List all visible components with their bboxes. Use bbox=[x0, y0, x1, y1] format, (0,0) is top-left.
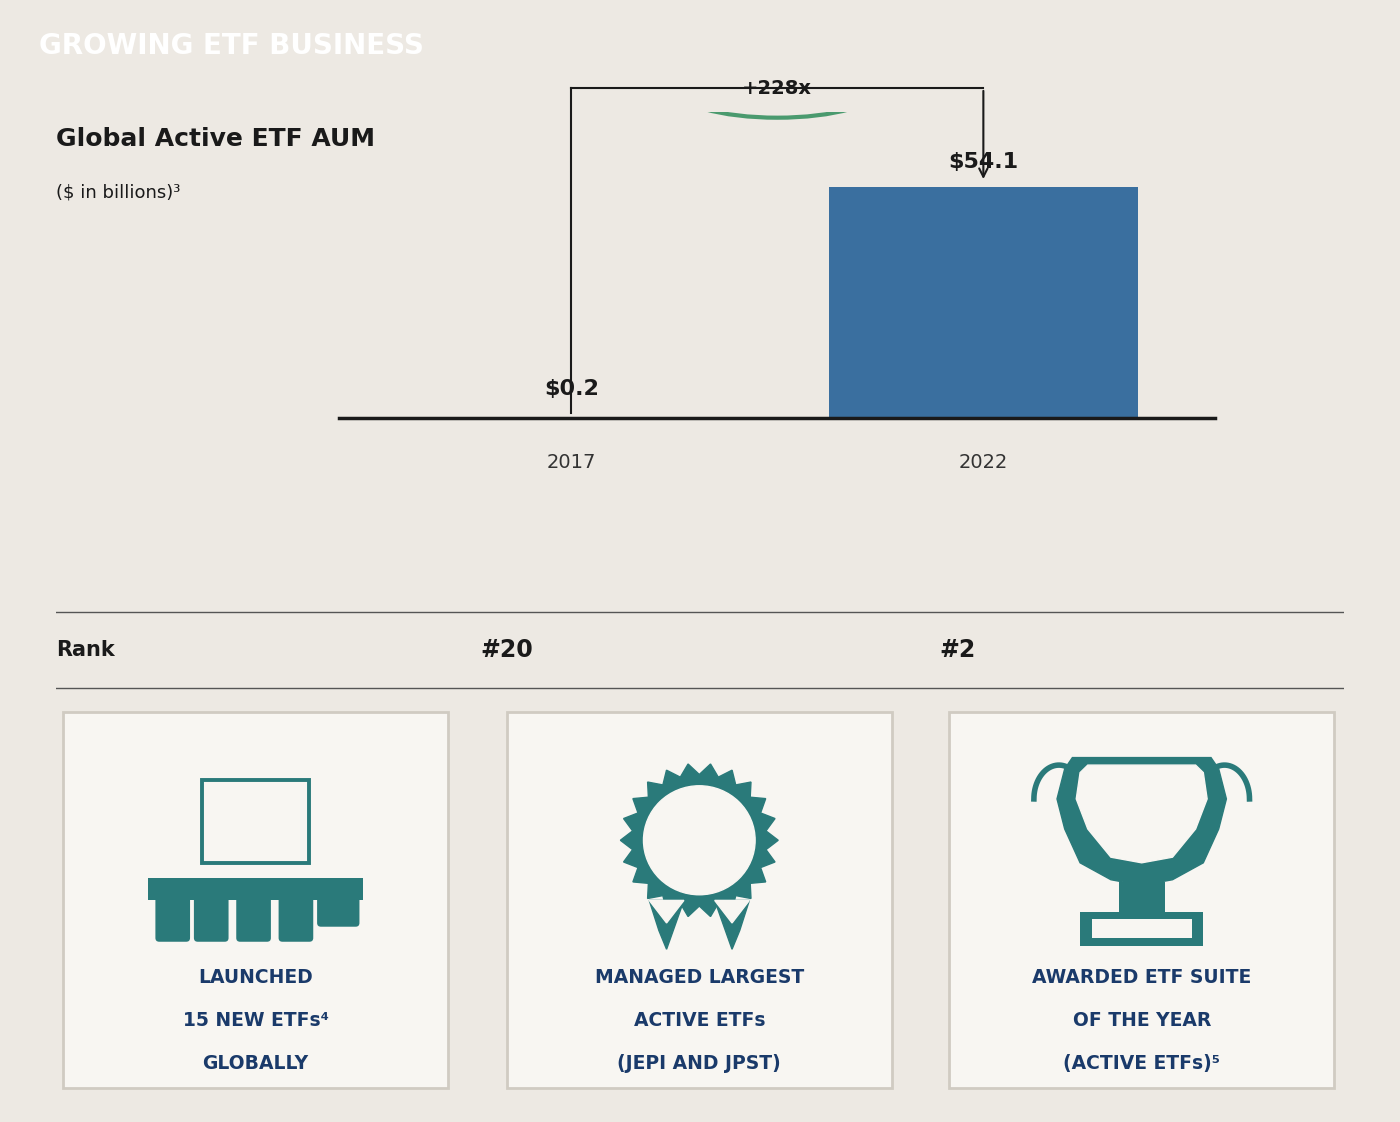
Text: Global Active ETF AUM: Global Active ETF AUM bbox=[56, 127, 375, 151]
Polygon shape bbox=[650, 900, 685, 949]
FancyBboxPatch shape bbox=[1092, 919, 1191, 938]
FancyBboxPatch shape bbox=[279, 889, 314, 941]
FancyBboxPatch shape bbox=[237, 889, 270, 941]
Text: AWARDED ETF SUITE: AWARDED ETF SUITE bbox=[1032, 968, 1252, 987]
Text: (JEPI AND JPST): (JEPI AND JPST) bbox=[617, 1055, 781, 1074]
Text: Rank: Rank bbox=[56, 640, 115, 660]
Polygon shape bbox=[715, 900, 749, 923]
Text: LAUNCHED: LAUNCHED bbox=[199, 968, 312, 987]
Text: +228x: +228x bbox=[742, 79, 812, 98]
Polygon shape bbox=[715, 900, 749, 949]
FancyBboxPatch shape bbox=[829, 186, 1138, 419]
FancyBboxPatch shape bbox=[148, 877, 364, 900]
Text: #2: #2 bbox=[939, 637, 976, 662]
Circle shape bbox=[644, 785, 755, 894]
FancyBboxPatch shape bbox=[1119, 882, 1165, 916]
Polygon shape bbox=[620, 764, 778, 917]
Text: $0.2: $0.2 bbox=[543, 378, 599, 398]
Text: 2017: 2017 bbox=[546, 453, 596, 472]
FancyBboxPatch shape bbox=[193, 889, 228, 941]
Polygon shape bbox=[1077, 765, 1207, 863]
Text: MANAGED LARGEST: MANAGED LARGEST bbox=[595, 968, 804, 987]
FancyBboxPatch shape bbox=[155, 889, 190, 941]
Text: ($ in billions)³: ($ in billions)³ bbox=[56, 184, 181, 202]
Text: $54.1: $54.1 bbox=[948, 151, 1018, 172]
Text: (ACTIVE ETFs)⁵: (ACTIVE ETFs)⁵ bbox=[1063, 1055, 1221, 1074]
Text: 15 NEW ETFs⁴: 15 NEW ETFs⁴ bbox=[182, 1011, 329, 1030]
Text: ACTIVE ETFs: ACTIVE ETFs bbox=[634, 1011, 764, 1030]
Text: GLOBALLY: GLOBALLY bbox=[203, 1055, 308, 1074]
Polygon shape bbox=[650, 900, 685, 923]
FancyBboxPatch shape bbox=[1081, 912, 1204, 946]
Polygon shape bbox=[1057, 757, 1226, 885]
Text: 2022: 2022 bbox=[959, 453, 1008, 472]
Ellipse shape bbox=[675, 58, 881, 118]
Text: OF THE YEAR: OF THE YEAR bbox=[1072, 1011, 1211, 1030]
FancyBboxPatch shape bbox=[316, 889, 360, 927]
FancyBboxPatch shape bbox=[949, 712, 1334, 1088]
Text: #20: #20 bbox=[480, 637, 533, 662]
Text: GROWING ETF BUSINESS: GROWING ETF BUSINESS bbox=[39, 33, 424, 59]
FancyBboxPatch shape bbox=[507, 712, 892, 1088]
FancyBboxPatch shape bbox=[63, 712, 448, 1088]
